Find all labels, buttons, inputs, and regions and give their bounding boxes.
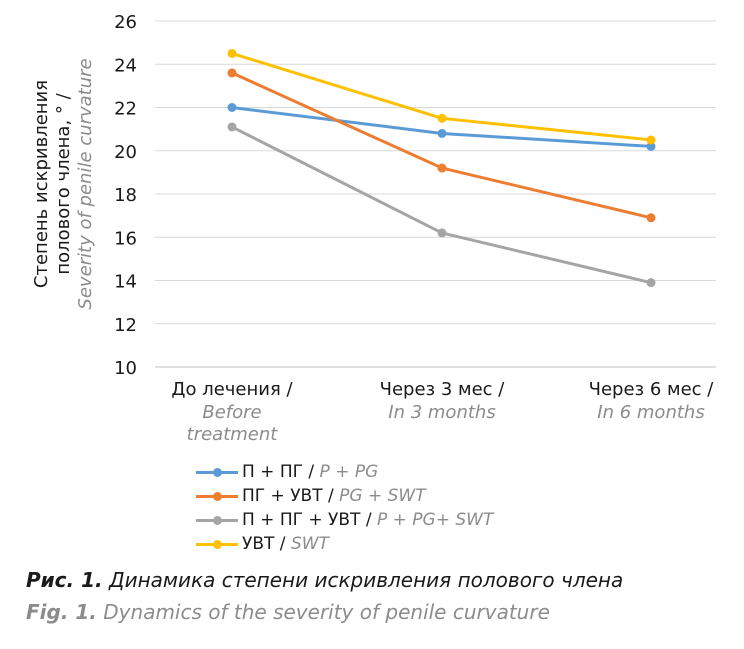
series-line-0 <box>231 106 652 148</box>
data-point <box>437 113 447 123</box>
y-tick-label: 16 <box>114 228 137 249</box>
data-point <box>646 135 656 145</box>
x-tick-label-en: treatment <box>187 424 279 445</box>
y-tick-label: 20 <box>114 142 137 163</box>
data-point <box>227 122 237 132</box>
legend-marker-p-pg <box>213 468 222 477</box>
series-line-3 <box>231 52 652 142</box>
line-chart: 10 12 14 16 18 20 22 24 26 Степень искривления пол… <box>31 12 716 445</box>
y-tick-label: 18 <box>114 185 137 206</box>
y-tick-label: 12 <box>114 315 137 336</box>
y-tick-label: 24 <box>114 55 137 76</box>
x-tick-label-en: In 6 months <box>597 402 704 423</box>
data-point <box>646 213 656 223</box>
data-point <box>227 68 237 78</box>
y-tick-label: 10 <box>114 358 137 379</box>
legend-label-ru: П + ПГ <box>242 462 303 482</box>
x-tick-label-en: Before <box>202 402 261 423</box>
y-axis-label-ru-line2: полового члена, ° / <box>53 92 74 274</box>
x-tick-label-ru: Через 6 мес / <box>589 379 715 400</box>
caption-label-ru: Рис. 1. <box>26 568 103 592</box>
legend-marker-pg-swt <box>213 492 222 501</box>
y-axis-label-en: Severity of penile curvature <box>75 58 96 309</box>
data-point <box>227 48 237 58</box>
y-tick-label: 14 <box>114 272 137 293</box>
legend-label-ru: ПГ + УВТ <box>242 486 323 506</box>
legend-label-ru: П + ПГ + УВТ <box>242 510 361 530</box>
y-axis-label: Степень искривления полового члена, ° / Se… <box>31 58 96 309</box>
y-axis-label-ru-line1: Степень искривления <box>31 80 52 288</box>
figure-caption-ru: Рис. 1. Динамика степени искривления пол… <box>26 568 623 592</box>
legend-marker-p-pg-swt <box>213 516 222 525</box>
data-point <box>227 103 237 112</box>
legend-label-en: P + PG+ SWT <box>377 510 494 530</box>
y-tick-label: 22 <box>114 99 137 120</box>
legend-label-ru: УВТ <box>242 534 275 554</box>
caption-label-en: Fig. 1. <box>26 600 97 624</box>
series-line-1 <box>231 71 652 220</box>
legend-marker-swt <box>213 540 222 549</box>
x-tick-label-ru: До лечения / <box>171 379 293 400</box>
figure-caption-en: Fig. 1. Dynamics of the severity of peni… <box>26 600 550 624</box>
data-point <box>646 278 656 288</box>
x-tick-label-en: In 3 months <box>388 402 495 423</box>
x-tick-label-ru: Через 3 мес / <box>380 379 506 400</box>
caption-text-ru: Динамика степени искривления полового чл… <box>102 568 624 592</box>
legend-label-en: SWT <box>290 534 329 554</box>
data-point <box>437 228 447 238</box>
data-point <box>646 141 656 151</box>
caption-text-en: Dynamics of the severity of penile curva… <box>96 600 550 624</box>
y-tick-label: 26 <box>114 12 137 33</box>
data-point <box>437 163 447 173</box>
data-point <box>437 128 447 138</box>
legend-label-en: P + PG <box>319 462 379 482</box>
legend-label-en: PG + SWT <box>339 486 426 506</box>
